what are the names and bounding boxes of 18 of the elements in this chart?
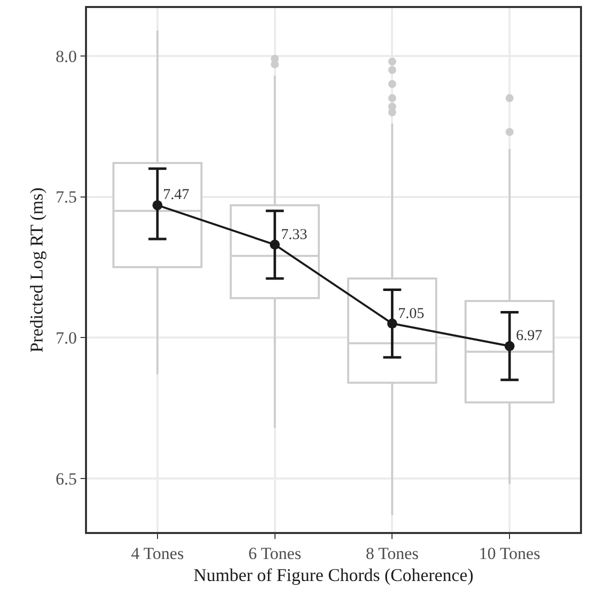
data-label: 7.33 — [281, 227, 308, 243]
y-tick-label: 7.0 — [56, 328, 77, 348]
data-label: 6.97 — [516, 328, 543, 344]
data-label: 7.05 — [398, 306, 424, 322]
x-axis-title: Number of Figure Chords (Coherence) — [194, 564, 474, 585]
point — [504, 341, 515, 352]
y-tick-label: 8.0 — [56, 46, 77, 66]
x-tick-label: 6 Tones — [248, 544, 302, 564]
y-axis-title: Predicted Log RT (ms) — [26, 187, 46, 353]
y-tick-label: 7.5 — [56, 188, 77, 207]
point — [387, 318, 398, 329]
x-tick-label: 10 Tones — [478, 544, 540, 564]
y-tick-label: 6.5 — [56, 469, 77, 488]
x-tick-label: 8 Tones — [366, 544, 419, 564]
x-tick-label: 4 Tones — [131, 544, 184, 564]
point — [152, 200, 162, 210]
point — [270, 240, 280, 250]
data-label: 7.47 — [163, 187, 190, 203]
